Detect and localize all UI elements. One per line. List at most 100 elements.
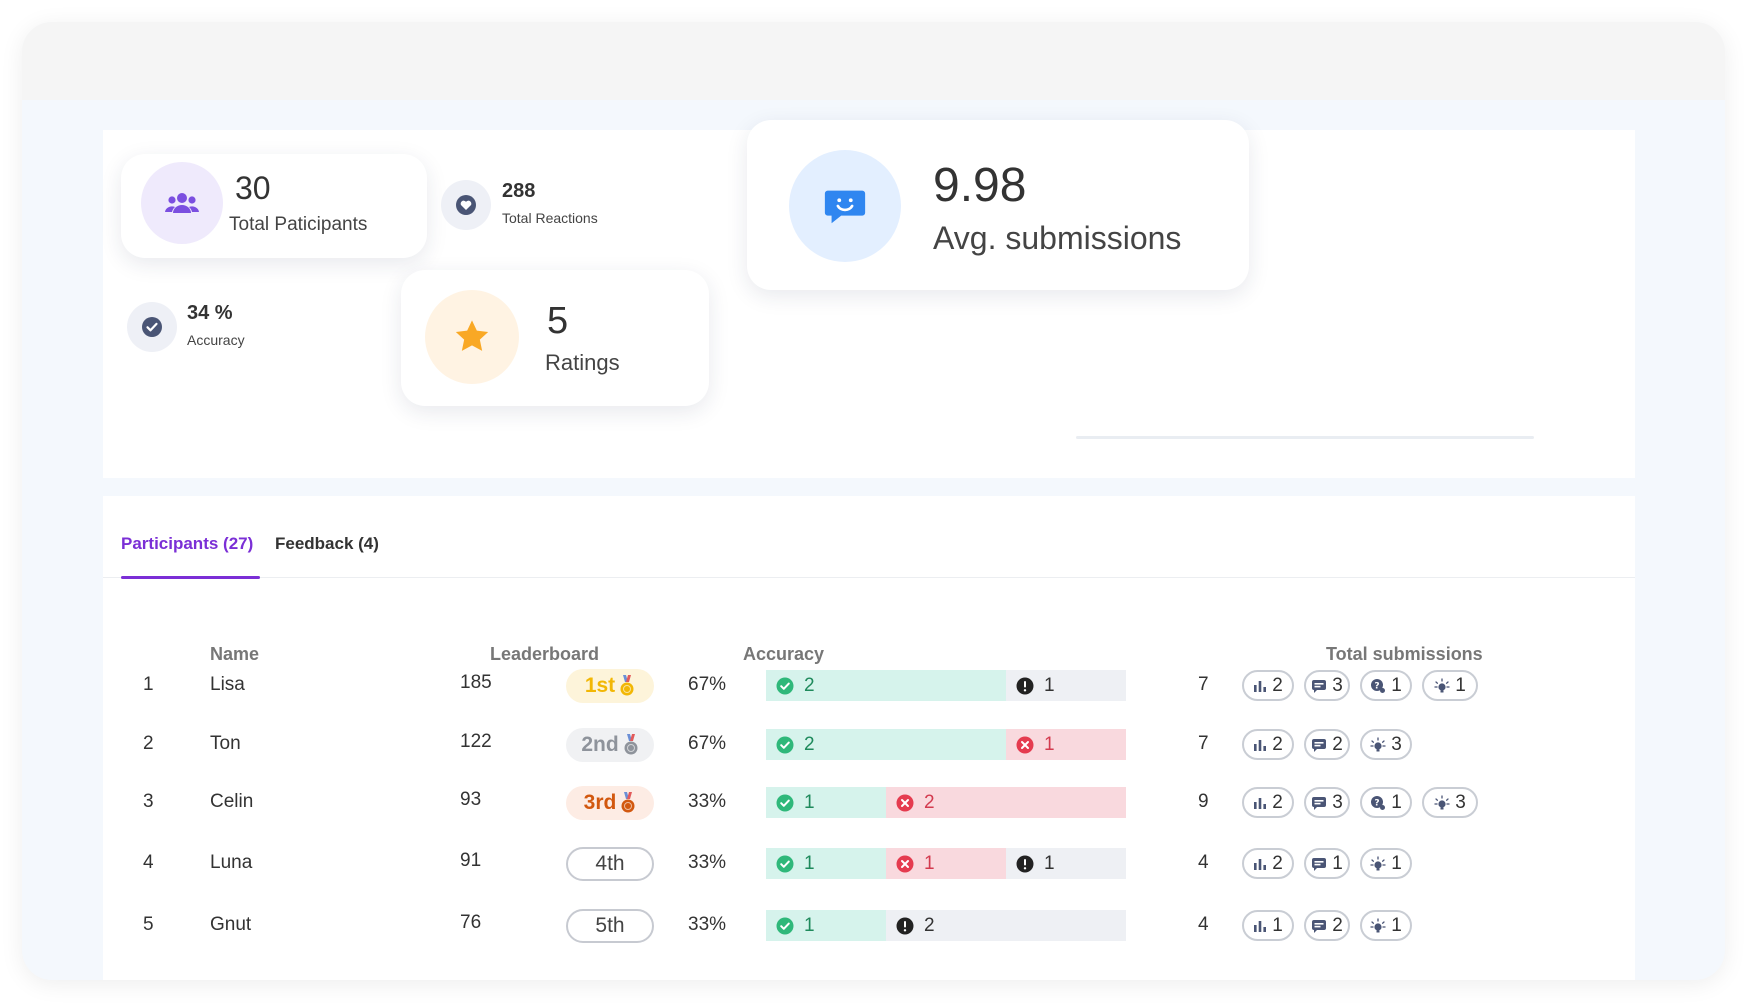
- accuracy-bar: 1 1 1: [766, 848, 1126, 879]
- leaderboard-badge: 2nd: [566, 728, 654, 762]
- idea-icon: [1434, 677, 1450, 694]
- accuracy-segment-red: 2: [886, 787, 1126, 818]
- ratings-label: Ratings: [545, 350, 620, 375]
- question-icon: ?: [1370, 795, 1386, 811]
- medal-icon: [621, 792, 635, 813]
- submission-pill[interactable]: 2: [1304, 910, 1350, 941]
- star-icon: [425, 290, 519, 384]
- accuracy-segment-green: 1: [766, 848, 886, 879]
- correct-icon: [776, 794, 794, 811]
- submission-count: 1: [1391, 791, 1402, 813]
- submission-pill[interactable]: 3: [1422, 787, 1478, 818]
- accuracy-percent: 33%: [688, 914, 727, 935]
- submission-pill[interactable]: 2: [1242, 848, 1294, 879]
- panel-divider: [1076, 436, 1534, 439]
- tab-participants[interactable]: Participants (27): [121, 534, 254, 553]
- question-icon: ?: [1370, 678, 1386, 694]
- leaderboard-place: 1st: [584, 674, 616, 697]
- medal-icon: [624, 734, 638, 755]
- accuracy-segment-red: 1: [1006, 729, 1126, 760]
- ratings-card: 5 Ratings: [401, 270, 709, 406]
- accuracy-percent: 33%: [688, 791, 727, 812]
- submission-pill[interactable]: 1: [1242, 910, 1294, 941]
- segment-value: 1: [1044, 852, 1055, 874]
- submission-count: 1: [1391, 914, 1402, 936]
- submission-count: 3: [1332, 674, 1343, 696]
- submission-pill[interactable]: ? 1: [1360, 670, 1412, 701]
- header-leaderboard: Leaderboard: [490, 644, 600, 664]
- accuracy-segment-green: 1: [766, 787, 886, 818]
- submission-pill[interactable]: 3: [1304, 787, 1350, 818]
- submission-pill[interactable]: 2: [1242, 787, 1294, 818]
- tab-feedback[interactable]: Feedback (4): [275, 534, 379, 553]
- medal-icon: [620, 675, 634, 696]
- segment-value: 1: [804, 791, 815, 813]
- accuracy-percent: 67%: [688, 674, 727, 695]
- active-tab-indicator: [121, 576, 260, 579]
- submission-count: 1: [1391, 674, 1402, 696]
- submission-count: 2: [1272, 852, 1283, 874]
- segment-value: 1: [1044, 674, 1055, 696]
- submission-pill[interactable]: 1: [1304, 848, 1350, 879]
- segment-value: 1: [1044, 733, 1055, 755]
- submission-pill[interactable]: ? 1: [1360, 787, 1412, 818]
- idea-icon: [1434, 794, 1450, 811]
- leaderboard-place: 2nd: [581, 733, 619, 756]
- submission-count: 2: [1272, 791, 1283, 813]
- app-frame: 30 Total Paticipants 288 Total Reactions…: [22, 22, 1725, 980]
- tab-bar: Participants (27) Feedback (4): [103, 496, 1635, 579]
- row-rank: 1: [143, 674, 154, 695]
- segment-value: 2: [924, 914, 935, 936]
- submission-pill[interactable]: 2: [1304, 729, 1350, 760]
- leaderboard-badge: 4th: [566, 847, 654, 881]
- poll-icon: [1253, 679, 1267, 693]
- total-submissions: 7: [1198, 733, 1209, 754]
- unanswered-icon: [1016, 677, 1034, 694]
- header-name: Name: [210, 644, 260, 664]
- submission-pill[interactable]: 3: [1360, 729, 1412, 760]
- submission-pill[interactable]: 3: [1304, 670, 1350, 701]
- reactions-label: Total Reactions: [502, 210, 598, 226]
- submission-pill[interactable]: 1: [1422, 670, 1478, 701]
- leaderboard-score: 91: [460, 850, 482, 871]
- text-icon: [1311, 857, 1327, 871]
- submission-pill[interactable]: 2: [1242, 729, 1294, 760]
- submission-count: 3: [1455, 791, 1466, 813]
- leaderboard-place: 5th: [595, 914, 625, 937]
- submission-count: 2: [1272, 674, 1283, 696]
- leaderboard-place: 4th: [595, 852, 625, 875]
- participant-name: Lisa: [210, 674, 245, 695]
- accuracy-segment-green: 2: [766, 670, 1006, 701]
- ratings-count: 5: [547, 300, 569, 342]
- participants-panel: Participants (27) Feedback (4) Name Lead…: [103, 496, 1635, 980]
- svg-text:?: ?: [1375, 681, 1380, 691]
- submission-pill[interactable]: 1: [1360, 848, 1412, 879]
- correct-icon: [776, 917, 794, 934]
- correct-icon: [776, 677, 794, 694]
- leaderboard-badge: 5th: [566, 909, 654, 943]
- submission-pill[interactable]: 2: [1242, 670, 1294, 701]
- segment-value: 1: [804, 914, 815, 936]
- row-rank: 3: [143, 791, 154, 812]
- poll-icon: [1253, 919, 1267, 933]
- incorrect-icon: [896, 855, 914, 872]
- text-icon: [1311, 796, 1327, 810]
- top-bar: [22, 22, 1725, 100]
- header-accuracy: Accuracy: [743, 644, 825, 664]
- poll-icon: [1253, 796, 1267, 810]
- accuracy-percent: 33%: [688, 852, 727, 873]
- avg-submissions-card: 9.98 Avg. submissions: [747, 120, 1249, 290]
- row-rank: 5: [143, 914, 154, 935]
- submission-count: 2: [1332, 914, 1343, 936]
- chat-smile-icon: [789, 150, 901, 262]
- leaderboard-place: 3rd: [583, 791, 617, 814]
- submission-count: 3: [1332, 791, 1343, 813]
- participant-name: Ton: [210, 733, 241, 754]
- total-submissions: 7: [1198, 674, 1209, 695]
- leaderboard-score: 93: [460, 789, 482, 810]
- accuracy-segment-gray: 2: [886, 910, 1126, 941]
- leaderboard-badge: 3rd: [566, 786, 654, 820]
- submission-pill[interactable]: 1: [1360, 910, 1412, 941]
- header-total-submissions: Total submissions: [1326, 644, 1483, 664]
